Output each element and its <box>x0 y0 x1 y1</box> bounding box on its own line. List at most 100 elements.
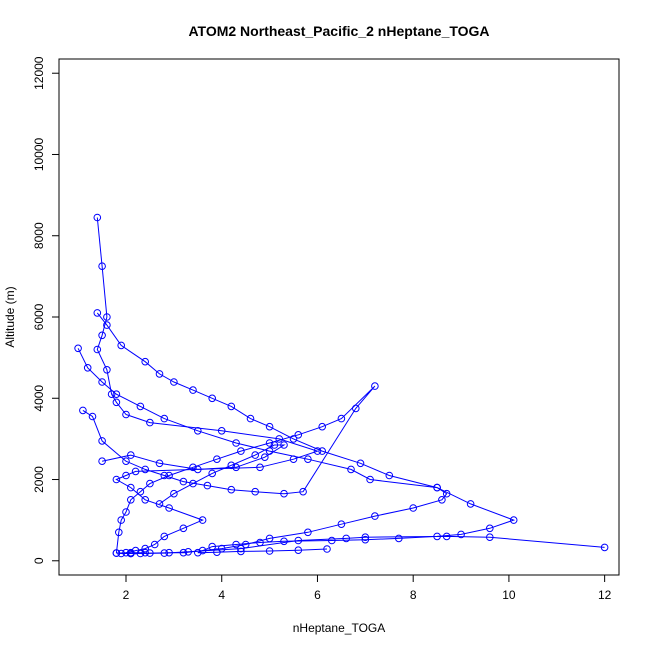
data-point <box>208 542 216 551</box>
data-point <box>136 487 145 496</box>
data-point <box>150 540 159 549</box>
data-point <box>433 532 441 541</box>
data-point <box>261 453 269 462</box>
data-point <box>313 447 322 455</box>
data-point <box>433 483 441 492</box>
data-point <box>165 548 173 557</box>
data-point <box>265 534 274 543</box>
y-tick-label: 2000 <box>32 466 46 493</box>
data-point <box>165 471 173 480</box>
data-point <box>213 548 221 557</box>
data-point <box>323 545 331 553</box>
data-point <box>127 483 135 492</box>
data-point <box>395 534 403 543</box>
data-point <box>122 508 130 516</box>
data-point <box>194 548 202 557</box>
data-point <box>265 422 274 431</box>
data-point <box>127 548 135 557</box>
data-point <box>117 549 125 558</box>
data-point <box>337 520 346 529</box>
data-point <box>117 516 125 524</box>
data-point <box>103 321 111 329</box>
data-point <box>217 427 226 435</box>
data-point <box>179 524 188 533</box>
data-point <box>170 378 178 386</box>
y-tick-label: 12000 <box>32 56 46 90</box>
data-point <box>112 390 121 399</box>
y-tick-label: 4000 <box>32 385 46 412</box>
data-point <box>155 459 164 468</box>
data-point <box>83 364 92 372</box>
data-point <box>600 543 609 552</box>
data-point <box>232 463 240 472</box>
data-point <box>146 418 154 427</box>
data-point <box>232 439 240 447</box>
data-point <box>127 451 135 459</box>
data-point <box>251 451 259 459</box>
data-point <box>509 516 518 524</box>
data-point <box>280 537 288 546</box>
data-point <box>203 481 212 490</box>
data-point <box>189 479 197 488</box>
data-point <box>318 422 327 431</box>
data-point <box>328 536 336 545</box>
y-tick-label: 0 <box>32 557 46 564</box>
data-point <box>155 370 164 378</box>
data-point <box>112 549 121 557</box>
data-point <box>342 534 351 543</box>
data-point <box>251 487 259 496</box>
data-point <box>136 402 145 411</box>
data-point <box>289 435 298 443</box>
x-tick-label: 2 <box>123 588 130 602</box>
data-point <box>294 431 303 439</box>
data-point <box>155 500 164 508</box>
data-point <box>356 459 365 468</box>
data-point <box>246 414 255 423</box>
series-line <box>82 385 376 554</box>
data-point <box>141 357 149 366</box>
data-point <box>146 479 154 488</box>
data-point <box>146 549 154 557</box>
data-point <box>98 437 106 445</box>
data-point <box>304 455 312 464</box>
data-point <box>486 524 494 533</box>
data-point <box>141 465 149 474</box>
data-point <box>208 469 216 478</box>
data-point <box>112 398 121 407</box>
data-point <box>486 533 494 542</box>
data-point <box>227 485 236 494</box>
data-point <box>371 382 379 390</box>
data-point <box>265 439 274 447</box>
series-lines <box>77 217 605 554</box>
data-point <box>117 341 125 350</box>
data-point <box>361 533 370 542</box>
data-point <box>241 540 250 549</box>
data-point <box>198 516 207 524</box>
data-point <box>366 475 374 484</box>
data-point <box>294 546 303 555</box>
data-point <box>103 313 111 321</box>
data-point <box>141 544 149 553</box>
data-point <box>442 532 451 541</box>
data-point <box>189 463 197 472</box>
data-point <box>237 547 245 556</box>
data-point <box>227 461 236 470</box>
series-points <box>74 213 609 558</box>
data-point <box>227 402 236 411</box>
data-point <box>122 471 130 480</box>
data-point <box>265 447 274 455</box>
data-point <box>127 496 135 504</box>
data-point <box>280 441 288 449</box>
data-point <box>122 410 130 419</box>
data-point <box>289 455 298 464</box>
x-tick-label: 4 <box>218 588 225 602</box>
x-axis-label: nHeptane_TOGA <box>293 621 386 635</box>
data-point <box>122 457 130 466</box>
data-point <box>179 477 188 486</box>
data-point <box>107 390 116 399</box>
data-point <box>98 457 106 466</box>
data-point <box>237 544 245 553</box>
data-point <box>275 435 284 443</box>
data-point <box>98 378 106 386</box>
data-point <box>160 414 169 423</box>
